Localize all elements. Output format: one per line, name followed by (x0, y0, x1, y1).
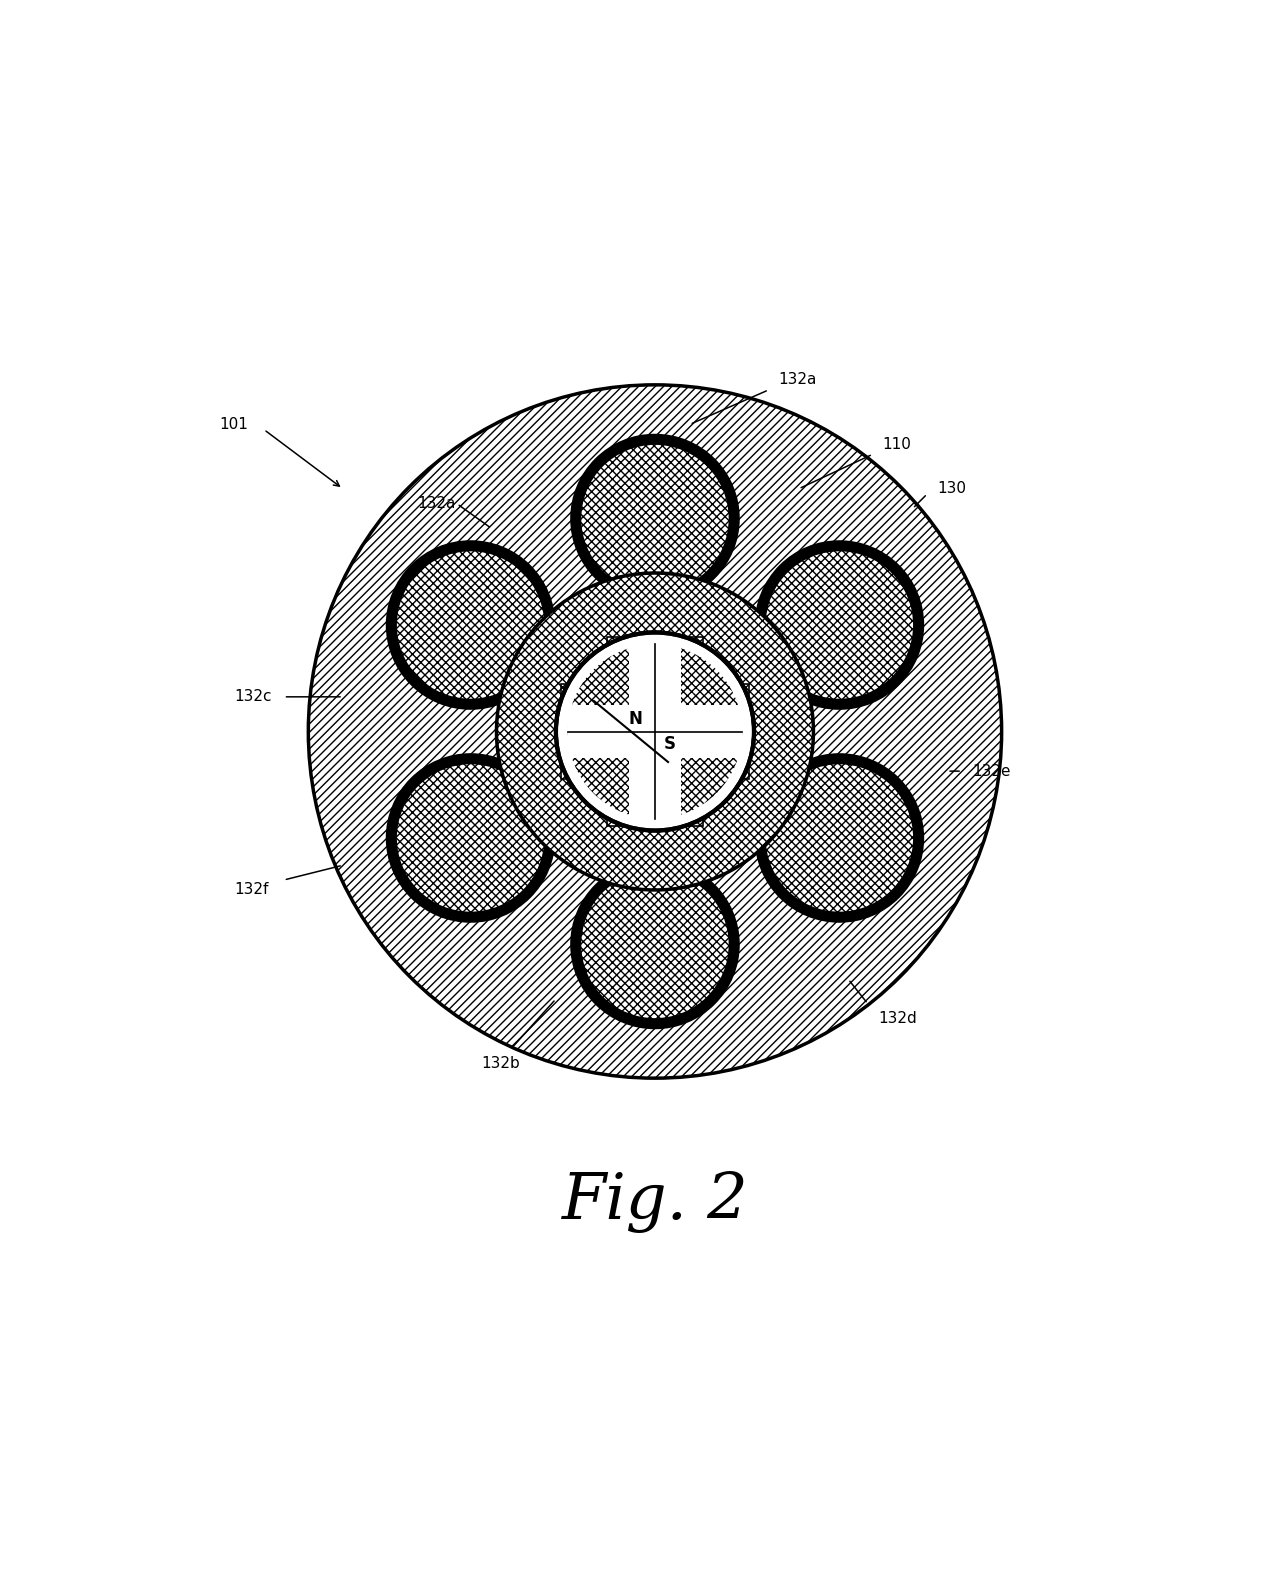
Bar (607, 637, 703, 826)
Bar (561, 684, 749, 779)
Text: 110: 110 (883, 437, 911, 452)
Bar (607, 637, 703, 826)
Wedge shape (656, 670, 743, 793)
Bar (561, 684, 749, 779)
Text: N: N (629, 711, 643, 728)
Text: 101: 101 (220, 418, 248, 432)
Circle shape (391, 758, 550, 917)
Circle shape (497, 574, 814, 890)
Circle shape (556, 632, 754, 831)
Wedge shape (567, 670, 656, 793)
Text: 132e: 132e (971, 764, 1011, 779)
Wedge shape (593, 731, 717, 818)
Bar (607, 637, 703, 826)
Circle shape (308, 385, 1002, 1078)
Circle shape (575, 440, 734, 597)
Circle shape (760, 758, 919, 917)
Text: 132c: 132c (234, 689, 271, 704)
Bar (567, 706, 743, 758)
Text: Fig. 2: Fig. 2 (561, 1171, 749, 1232)
Text: 132b: 132b (482, 1056, 520, 1070)
Circle shape (391, 545, 550, 704)
Text: 132a: 132a (417, 496, 456, 511)
Text: S: S (663, 734, 676, 753)
Bar (561, 684, 749, 779)
Text: 132d: 132d (878, 1012, 916, 1026)
Bar (629, 645, 681, 818)
Text: 132a: 132a (778, 372, 817, 388)
Circle shape (760, 545, 919, 704)
Wedge shape (593, 645, 717, 731)
Circle shape (575, 865, 734, 1024)
Text: 132f: 132f (234, 883, 268, 897)
Text: 130: 130 (937, 481, 966, 496)
